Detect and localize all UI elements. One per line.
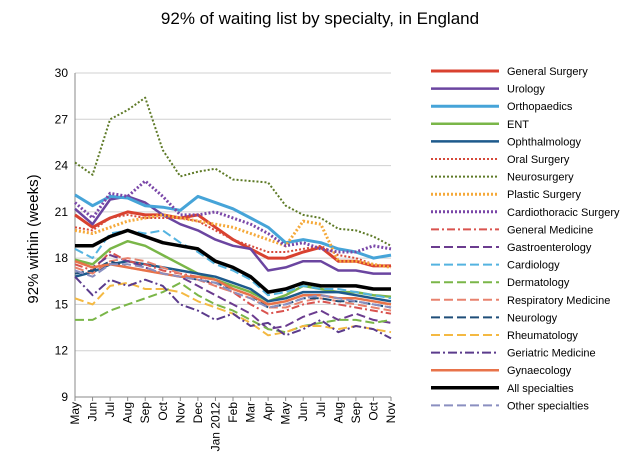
x-tick-label: Mar [244, 402, 258, 423]
legend-label: Rheumatology [507, 330, 578, 342]
legend-label: General Medicine [507, 224, 593, 236]
legend-label: Neurology [507, 312, 558, 324]
x-tick-label: Jul [103, 402, 117, 417]
legend-label: Ophthalmology [507, 136, 581, 148]
legend: General Surgery Urology Orthopaedics ENT Oph… [431, 66, 620, 412]
legend-label: Gynaecology [507, 365, 572, 377]
series-lines [74, 96, 392, 340]
y-tick-label: 12 [55, 344, 69, 358]
legend-label: Gastroenterology [507, 242, 592, 254]
series-line-urology [74, 195, 391, 275]
x-tick-label: Oct [366, 401, 380, 420]
series-line-all-specialties [75, 228, 391, 294]
x-tick-label: Sep [138, 402, 152, 424]
legend-label: Respiratory Medicine [507, 295, 610, 307]
x-tick-label: Jun [296, 402, 310, 421]
series-line-oral-surgery [74, 213, 392, 269]
x-tick-label: May [279, 402, 293, 425]
legend-label: Neurosurgery [507, 172, 574, 184]
x-tick-label: Jun [86, 402, 100, 421]
legend-label: Cardiothoracic Surgery [507, 207, 620, 219]
series-line-other-specialties [74, 263, 392, 309]
y-tick-label: 18 [55, 251, 69, 265]
series-line-gastroenterology [74, 254, 392, 331]
x-tick-label: Jul [314, 402, 328, 417]
series-line-orthopaedics [74, 193, 392, 260]
legend-label: Urology [507, 84, 545, 96]
x-tick-label: Dec [191, 402, 205, 423]
legend-label: ENT [507, 119, 529, 131]
series-line-dermatology [75, 281, 392, 334]
y-tick-label: 15 [55, 297, 69, 311]
legend-label: Plastic Surgery [507, 189, 581, 201]
x-tick-label: Apr [261, 402, 275, 421]
x-tick-label: Jan 2012 [208, 402, 222, 452]
y-tick-label: 21 [55, 205, 69, 219]
series-line-cardiothoracic-surgery [74, 179, 392, 254]
series-line-neurosurgery [74, 96, 392, 247]
x-tick-label: Feb [226, 402, 240, 423]
x-tick-label: Oct [156, 401, 170, 420]
legend-label: Orthopaedics [507, 101, 573, 113]
legend-label: Cardiology [507, 260, 560, 272]
legend-label: All specialties [507, 383, 574, 395]
series-line-general-surgery [74, 210, 391, 268]
y-tick-label: 30 [55, 66, 69, 80]
legend-label: Oral Surgery [507, 154, 570, 166]
legend-label: Other specialties [507, 400, 589, 412]
x-tick-label: May [68, 402, 82, 425]
x-tick-label: Aug [331, 402, 345, 423]
x-tick-label: Sep [349, 402, 363, 424]
y-axis-label: 92% within (weeks) [25, 174, 42, 303]
x-tick-label: Nov [173, 402, 187, 423]
y-tick-label: 27 [55, 112, 69, 126]
x-tick-label: Nov [384, 402, 398, 423]
x-tick-label: Aug [121, 402, 135, 423]
legend-label: Dermatology [507, 277, 570, 289]
legend-label: General Surgery [507, 66, 588, 78]
y-tick-label: 24 [55, 159, 69, 173]
chart-title: 92% of waiting list by specialty, in Eng… [161, 9, 479, 28]
y-tick-label: 9 [61, 390, 68, 404]
legend-label: Geriatric Medicine [507, 348, 596, 360]
series-line-geriatric-medicine [74, 276, 392, 340]
